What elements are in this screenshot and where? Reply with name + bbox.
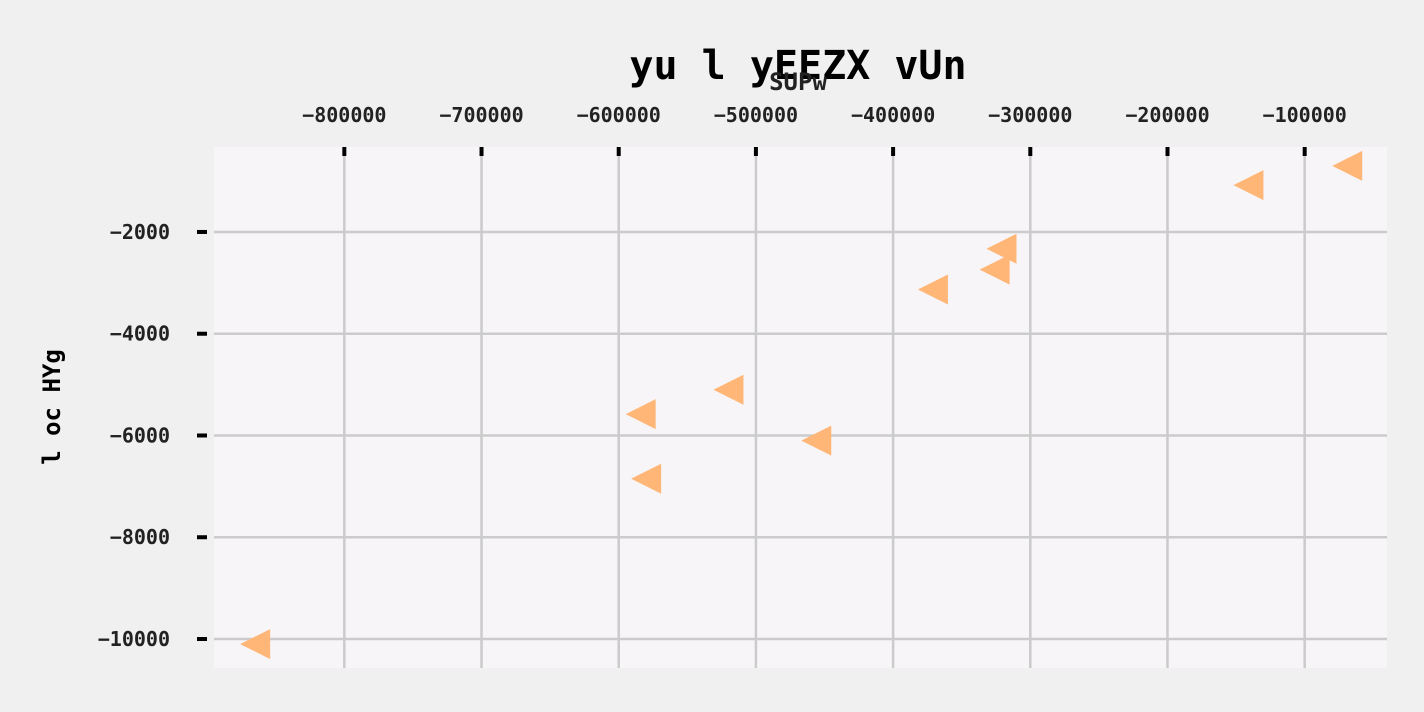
x-axis-ticks: −800000 −700000 −600000 −500000 −400000 −3000… bbox=[302, 103, 1347, 156]
y-axis-ticks: −2000 −4000 −6000 −8000 −10000 bbox=[98, 220, 207, 651]
y-tick-label: −8000 bbox=[110, 525, 170, 549]
y-grid bbox=[214, 230, 1387, 641]
scatter-point bbox=[917, 274, 948, 305]
scatter-point bbox=[631, 463, 662, 494]
x-tick-label: −100000 bbox=[1263, 103, 1347, 127]
y-tick-label: −6000 bbox=[110, 423, 170, 447]
scatter-point bbox=[801, 425, 832, 456]
y-axis-label: l oc HYg bbox=[38, 349, 66, 465]
scatter-point bbox=[240, 629, 271, 660]
data-points bbox=[240, 150, 1363, 660]
scatter-point bbox=[1233, 170, 1264, 201]
x-tick-label: −800000 bbox=[302, 103, 386, 127]
x-axis-label: SUPw bbox=[769, 68, 827, 96]
chart-title: yu l yEEZX vUn bbox=[629, 43, 966, 89]
x-tick-label: −700000 bbox=[439, 103, 523, 127]
y-tick-label: −4000 bbox=[110, 322, 170, 346]
x-grid bbox=[343, 147, 1306, 668]
scatter-point bbox=[986, 233, 1017, 264]
scatter-point bbox=[979, 254, 1010, 285]
x-tick-label: −600000 bbox=[577, 103, 661, 127]
scatter-point bbox=[713, 374, 744, 405]
x-tick-label: −300000 bbox=[988, 103, 1072, 127]
y-tick-label: −2000 bbox=[110, 220, 170, 244]
y-tick-label: −10000 bbox=[98, 627, 170, 651]
scatter-point bbox=[625, 399, 656, 430]
scatter-point bbox=[1332, 150, 1363, 181]
x-tick-label: −400000 bbox=[851, 103, 935, 127]
x-tick-label: −500000 bbox=[714, 103, 798, 127]
x-tick-label: −200000 bbox=[1125, 103, 1209, 127]
plot-area bbox=[214, 147, 1387, 668]
